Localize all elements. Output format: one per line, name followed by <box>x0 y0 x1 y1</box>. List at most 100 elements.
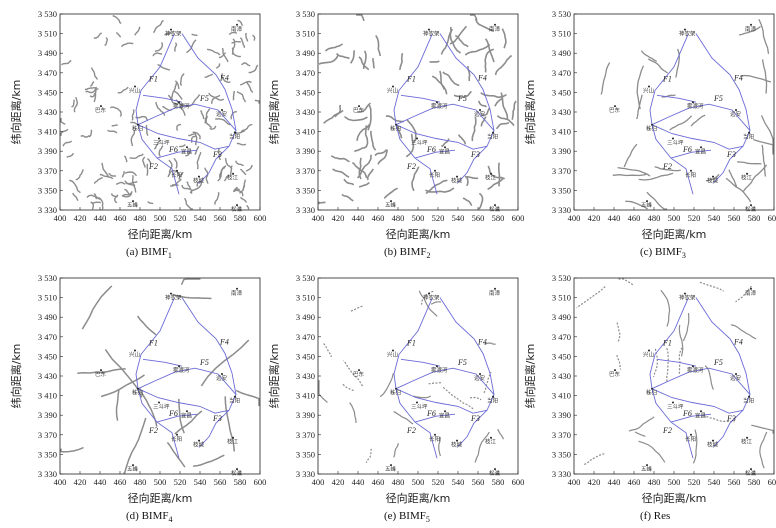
contour-segment <box>232 90 235 101</box>
fault-label: F2 <box>406 162 416 171</box>
contour-segment <box>69 179 81 194</box>
contour-segment <box>215 63 221 69</box>
contour-segment <box>131 109 135 121</box>
contour-segment <box>246 204 250 210</box>
place-marker <box>750 23 752 26</box>
contour-segment <box>142 156 146 168</box>
contour-segment <box>374 149 387 157</box>
map-plot: 3 530 3 510 3 490 3 470 3 450 3 430 3 410 3 390… <box>9 9 266 241</box>
contour-segment <box>237 19 244 27</box>
fault-label: F4 <box>733 338 743 347</box>
place-label: 长阳 <box>429 171 440 179</box>
place-marker <box>494 468 496 471</box>
contour-segment <box>647 58 669 74</box>
y-tick-label: 3 450 <box>296 351 315 361</box>
place-label: 宜昌 <box>181 411 192 419</box>
place-label: 松滋 <box>489 205 501 213</box>
place-marker <box>232 172 234 175</box>
place-marker <box>672 401 674 404</box>
place-marker <box>692 365 694 368</box>
x-tick-label: 460 <box>372 213 385 223</box>
y-tick-label: 3 470 <box>296 332 315 342</box>
contour-segment <box>483 371 492 394</box>
place-label: 三斗坪 <box>411 402 428 410</box>
place-label: 五峰 <box>385 201 397 209</box>
contour-segment <box>230 110 237 120</box>
y-axis-label: 纬向距离/km <box>523 344 537 409</box>
contour-segment <box>71 99 75 108</box>
contour-segment <box>211 94 221 104</box>
place-marker <box>221 373 223 376</box>
contour-segment <box>66 152 75 158</box>
contour-segment <box>350 50 356 64</box>
contour-segment <box>221 47 229 63</box>
contour-segment <box>86 194 102 201</box>
place-label: 南漳 <box>489 289 501 297</box>
place-marker <box>750 287 752 290</box>
x-tick-label: 580 <box>748 213 761 223</box>
y-tick-label: 3 510 <box>296 293 315 303</box>
y-tick-label: 3 490 <box>552 312 571 322</box>
fault-line <box>395 388 488 414</box>
contour-segment <box>725 177 752 203</box>
contour-segment <box>121 191 133 197</box>
x-tick-label: 400 <box>568 213 581 223</box>
place-label: 兴山 <box>643 87 654 95</box>
place-label: 枝江 <box>227 438 239 446</box>
place-label: 长阳 <box>171 171 182 179</box>
contour-segment <box>690 114 706 127</box>
y-tick-label: 3 510 <box>552 293 571 303</box>
place-label: 巴东 <box>609 106 621 114</box>
contour-segment <box>661 94 676 98</box>
contour-segment <box>583 453 605 466</box>
place-label: 远安 <box>730 110 742 118</box>
place-marker <box>178 101 180 104</box>
contour-segment <box>385 115 404 123</box>
fault-label: F2 <box>148 162 158 171</box>
place-marker <box>690 433 692 436</box>
contour-segment <box>145 124 149 136</box>
x-tick-label: 440 <box>352 213 365 223</box>
place-label: 五峰 <box>385 465 397 473</box>
x-tick-label: 460 <box>114 213 127 223</box>
contour-segment <box>123 417 147 474</box>
place-marker <box>746 172 748 175</box>
fault-line <box>439 297 495 448</box>
contour-segment <box>147 201 154 205</box>
panel-4: 3 530 3 510 3 490 3 470 3 450 3 430 3 410 3 390… <box>0 264 266 528</box>
place-label: 雾渡河 <box>687 366 704 374</box>
contour-segment <box>343 178 355 186</box>
x-tick-label: 400 <box>312 213 325 223</box>
y-axis-label: 纬向距离/km <box>267 80 281 145</box>
contour-segment <box>704 365 714 390</box>
panel-title-text: (b) BIMF <box>384 246 427 258</box>
contour-segment <box>209 125 217 130</box>
place-marker <box>494 287 496 290</box>
contour-segment <box>462 197 473 207</box>
place-marker <box>436 101 438 104</box>
fault-label: F2 <box>662 162 672 171</box>
contour-segment <box>221 73 231 83</box>
contour-segment <box>158 145 164 157</box>
x-tick-label: 560 <box>728 213 741 223</box>
y-tick-label: 3 390 <box>296 410 315 420</box>
contour-segment <box>180 278 201 286</box>
place-marker <box>198 439 200 442</box>
x-axis-label: 径向距离/km <box>642 491 707 505</box>
contour-segment <box>628 416 655 432</box>
place-label: 神农架 <box>679 30 696 38</box>
place-label: 远安 <box>216 374 228 382</box>
contour-segment <box>129 153 144 160</box>
x-tick-label: 520 <box>432 477 445 487</box>
contour-segment <box>93 32 103 39</box>
place-label: 三斗坪 <box>411 138 428 146</box>
place-label: 神农架 <box>423 30 440 38</box>
place-marker <box>614 369 616 372</box>
contour-segment <box>188 133 195 137</box>
contour-segment <box>438 437 441 457</box>
contour-segment <box>112 14 122 24</box>
place-label: 枝江 <box>741 438 753 446</box>
contour-segment <box>239 80 252 86</box>
contour-segment <box>172 293 212 300</box>
contour-segment <box>230 165 233 175</box>
